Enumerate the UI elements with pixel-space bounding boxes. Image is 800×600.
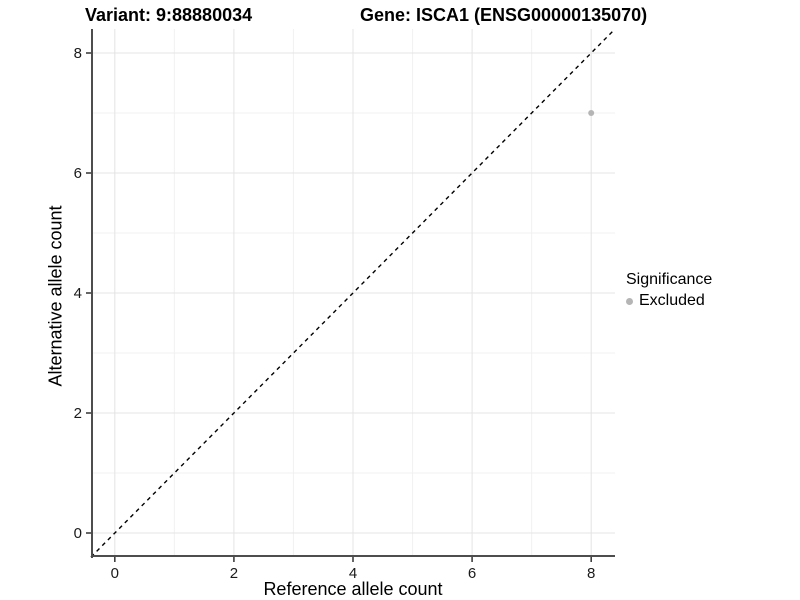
x-tick-label: 8: [587, 565, 595, 582]
plot-title-variant: Variant: 9:88880034: [85, 5, 253, 25]
legend: Significance Excluded: [626, 271, 712, 310]
x-tick-label: 6: [468, 565, 476, 582]
data-point: [588, 110, 595, 116]
x-axis-label: Reference allele count: [263, 579, 443, 599]
legend-excluded-dot-icon: [626, 297, 633, 305]
y-axis-label: Alternative allele count: [45, 205, 66, 387]
x-tick-label: 2: [230, 565, 238, 582]
legend-item-excluded: Excluded: [626, 292, 712, 310]
y-tick-label: 0: [74, 525, 82, 542]
x-tick-label: 4: [349, 565, 357, 582]
y-tick-label: 6: [74, 165, 82, 182]
legend-item-label: Excluded: [639, 292, 705, 309]
x-tick-label: 0: [111, 565, 119, 582]
y-tick-label: 8: [74, 45, 82, 62]
plot-title-gene: Gene: ISCA1 (ENSG00000135070): [360, 5, 648, 25]
legend-title: Significance: [626, 271, 713, 288]
y-tick-label: 2: [74, 405, 82, 422]
y-tick-label: 4: [74, 285, 82, 302]
identity-reference-line: [90, 28, 616, 558]
